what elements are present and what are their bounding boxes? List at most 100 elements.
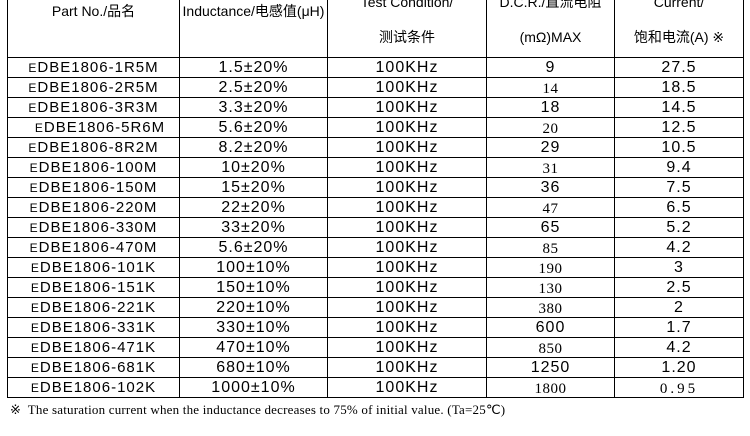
part-number-cell: EDBE1806-681K [8, 357, 179, 377]
part-number-cell: EDBE1806-3R3M [8, 97, 179, 117]
header-part-no-label: Part No./品名 [51, 3, 136, 19]
dcr-cell: 31 [486, 157, 614, 177]
current-cell: 10.5 [614, 137, 743, 157]
part-number-cell: EDBE1806-2R5M [8, 77, 179, 97]
test-condition-cell: 100KHz [327, 117, 486, 137]
test-condition-cell: 100KHz [327, 97, 486, 117]
part-number-cell: EDBE1806-150M [8, 177, 179, 197]
part-number-cell: EDBE1806-470M [8, 237, 179, 257]
current-cell: 27.5 [614, 57, 743, 77]
header-cell-test-condition: Test Condition/ 测试条件 [327, 0, 486, 57]
dcr-cell: 130 [486, 277, 614, 297]
header-cell-current: Current/ 饱和电流(A) ※ [614, 0, 743, 57]
current-cell: 2.5 [614, 277, 743, 297]
part-number-cell: EDBE1806-8R2M [8, 137, 179, 157]
inductance-cell: 3.3±20% [179, 97, 327, 117]
header-cell-part-no: Part No./品名 [8, 0, 179, 57]
dcr-cell: 850 [486, 337, 614, 357]
header-dcr-unit: (mΩ)MAX [519, 29, 582, 45]
test-condition-cell: 100KHz [327, 297, 486, 317]
dcr-cell: 85 [486, 237, 614, 257]
part-number-cell: EDBE1806-330M [8, 217, 179, 237]
part-number-cell: EDBE1806-5R6M [8, 117, 179, 137]
test-condition-cell: 100KHz [327, 257, 486, 277]
header-cell-dcr: D.C.R./直流电阻 (mΩ)MAX [486, 0, 614, 57]
current-cell: 2 [614, 297, 743, 317]
dcr-cell: 1250 [486, 357, 614, 377]
test-condition-cell: 100KHz [327, 157, 486, 177]
dcr-cell: 380 [486, 297, 614, 317]
current-cell: 18.5 [614, 77, 743, 97]
test-condition-cell: 100KHz [327, 177, 486, 197]
test-condition-cell: 100KHz [327, 317, 486, 337]
current-cell: 14.5 [614, 97, 743, 117]
header-dcr-label: D.C.R./直流电阻 [499, 0, 602, 10]
part-number-cell: EDBE1806-100M [8, 157, 179, 177]
footnote: ※ The saturation current when the induct… [10, 402, 506, 417]
header-current-en: Current/ [653, 0, 705, 10]
inductance-cell: 33±20% [179, 217, 327, 237]
current-cell: 12.5 [614, 117, 743, 137]
current-cell: 7.5 [614, 177, 743, 197]
test-condition-cell: 100KHz [327, 337, 486, 357]
inductance-cell: 22±20% [179, 197, 327, 217]
current-cell: 5.2 [614, 217, 743, 237]
part-number-cell: EDBE1806-331K [8, 317, 179, 337]
dcr-cell: 65 [486, 217, 614, 237]
test-condition-cell: 100KHz [327, 217, 486, 237]
dcr-cell: 29 [486, 137, 614, 157]
current-cell: 1.7 [614, 317, 743, 337]
test-condition-cell: 100KHz [327, 237, 486, 257]
test-condition-cell: 100KHz [327, 277, 486, 297]
dcr-cell: 600 [486, 317, 614, 337]
current-cell: 4.2 [614, 337, 743, 357]
inductance-cell: 150±10% [179, 277, 327, 297]
part-number-cell: EDBE1806-102K [8, 377, 179, 397]
dcr-cell: 36 [486, 177, 614, 197]
spec-table: Part No./品名 Inductance/电感值(μH) Test Cond… [7, 0, 744, 398]
part-number-cell: EDBE1806-101K [8, 257, 179, 277]
part-number-cell: EDBE1806-220M [8, 197, 179, 217]
inductance-cell: 100±10% [179, 257, 327, 277]
inductance-cell: 1000±10% [179, 377, 327, 397]
dcr-cell: 47 [486, 197, 614, 217]
current-cell: 0.95 [614, 377, 743, 397]
current-cell: 1.20 [614, 357, 743, 377]
header-test-condition-cn: 测试条件 [379, 29, 435, 45]
inductance-cell: 1.5±20% [179, 57, 327, 77]
part-number-cell: EDBE1806-471K [8, 337, 179, 357]
current-cell: 9.4 [614, 157, 743, 177]
inductance-cell: 680±10% [179, 357, 327, 377]
inductance-cell: 220±10% [179, 297, 327, 317]
inductance-cell: 330±10% [179, 317, 327, 337]
dcr-cell: 1800 [486, 377, 614, 397]
test-condition-cell: 100KHz [327, 357, 486, 377]
test-condition-cell: 100KHz [327, 377, 486, 397]
current-cell: 4.2 [614, 237, 743, 257]
header-test-condition-en: Test Condition/ [360, 0, 454, 10]
header-current-cn: 饱和电流(A) ※ [633, 29, 725, 45]
test-condition-cell: 100KHz [327, 137, 486, 157]
current-cell: 3 [614, 257, 743, 277]
dcr-cell: 18 [486, 97, 614, 117]
inductance-cell: 470±10% [179, 337, 327, 357]
inductance-cell: 2.5±20% [179, 77, 327, 97]
current-cell: 6.5 [614, 197, 743, 217]
dcr-cell: 14 [486, 77, 614, 97]
inductance-cell: 5.6±20% [179, 117, 327, 137]
dcr-cell: 190 [486, 257, 614, 277]
header-cell-inductance: Inductance/电感值(μH) [179, 0, 327, 57]
dcr-cell: 20 [486, 117, 614, 137]
test-condition-cell: 100KHz [327, 57, 486, 77]
test-condition-cell: 100KHz [327, 77, 486, 97]
header-inductance-label: Inductance/电感值(μH) [182, 3, 325, 19]
inductance-cell: 8.2±20% [179, 137, 327, 157]
part-number-cell: EDBE1806-1R5M [8, 57, 179, 77]
test-condition-cell: 100KHz [327, 197, 486, 217]
part-number-cell: EDBE1806-221K [8, 297, 179, 317]
inductance-cell: 10±20% [179, 157, 327, 177]
inductance-cell: 5.6±20% [179, 237, 327, 257]
inductance-cell: 15±20% [179, 177, 327, 197]
dcr-cell: 9 [486, 57, 614, 77]
